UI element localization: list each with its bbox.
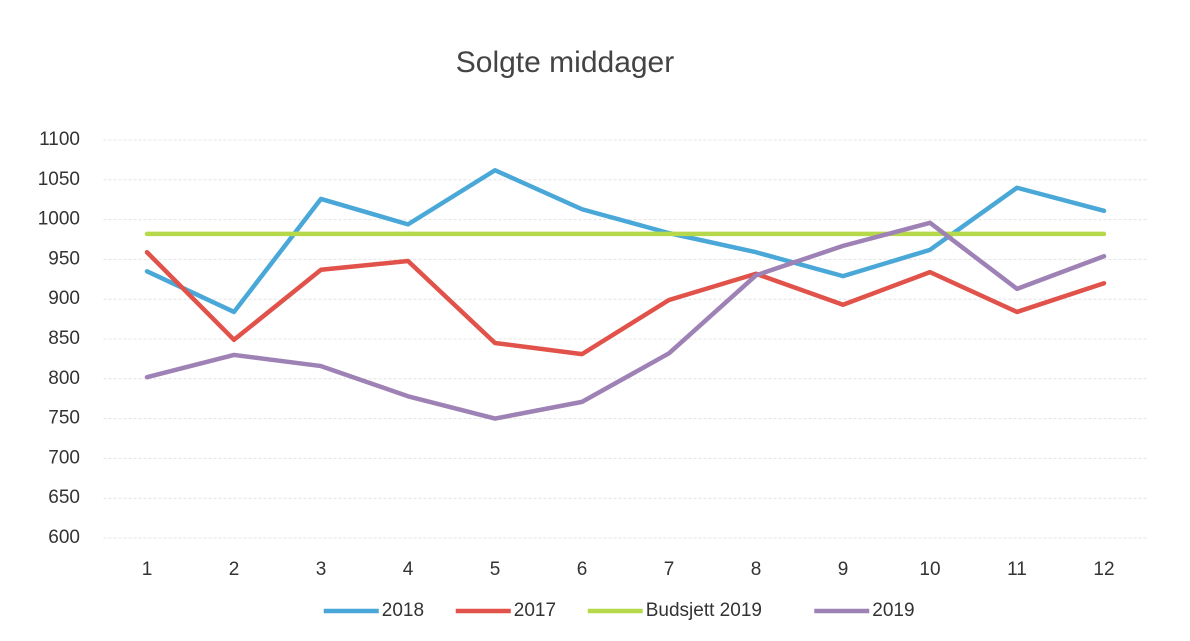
y-tick-label: 850 (48, 328, 80, 349)
x-tick-label: 7 (664, 559, 675, 580)
legend-label: Budsjett 2019 (646, 600, 762, 621)
legend-label: 2017 (514, 600, 556, 621)
y-tick-label: 1050 (38, 169, 80, 190)
x-tick-label: 10 (919, 559, 940, 580)
y-tick-label: 650 (48, 487, 80, 508)
chart-title: Solgte middager (456, 46, 674, 79)
x-tick-label: 1 (142, 559, 153, 580)
x-tick-label: 11 (1007, 559, 1027, 580)
line-series (144, 249, 1107, 357)
y-tick-label: 750 (48, 408, 80, 429)
legend-label: 2019 (872, 600, 914, 621)
x-tick-label: 2 (229, 559, 240, 580)
y-tick-label: 1000 (38, 209, 80, 230)
y-tick-label: 700 (48, 447, 80, 468)
x-tick-label: 6 (577, 559, 588, 580)
y-tick-label: 800 (48, 368, 80, 389)
y-tick-label: 600 (48, 527, 80, 548)
y-tick-label: 1100 (39, 129, 80, 150)
y-tick-label: 900 (48, 288, 80, 309)
x-tick-label: 4 (403, 559, 414, 580)
x-tick-label: 9 (838, 559, 849, 580)
legend-label: 2018 (382, 600, 424, 621)
line-series (144, 167, 1107, 315)
x-tick-label: 3 (316, 559, 327, 580)
x-tick-label: 8 (751, 559, 762, 580)
y-tick-label: 950 (48, 248, 80, 269)
x-tick-label: 5 (490, 559, 501, 580)
x-tick-label: 12 (1093, 559, 1114, 580)
line-series (144, 220, 1107, 421)
